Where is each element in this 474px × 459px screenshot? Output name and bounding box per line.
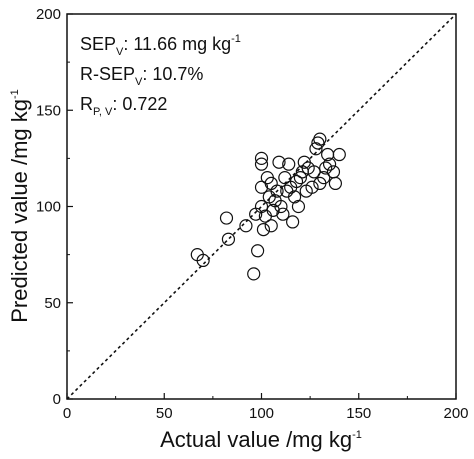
- data-point: [247, 267, 261, 281]
- data-point: [274, 199, 288, 214]
- data-point: [196, 253, 210, 267]
- data-point: [254, 199, 269, 214]
- data-point: [309, 142, 323, 156]
- identity-reference-line: [66, 13, 457, 400]
- stat-annotation: R-SEPV: 10.7%: [80, 64, 203, 88]
- data-point: [239, 219, 253, 233]
- data-point: [313, 132, 327, 146]
- data-point: [254, 151, 269, 165]
- x-tick-label: 50: [156, 405, 173, 422]
- data-point: [256, 223, 271, 237]
- data-point: [289, 174, 304, 189]
- data-point: [266, 203, 280, 217]
- y-tick-label: 200: [36, 6, 61, 23]
- data-point: [291, 199, 306, 214]
- x-tick-label: 150: [346, 405, 371, 422]
- data-point: [287, 190, 302, 204]
- data-point: [254, 157, 269, 171]
- x-tick-label: 200: [443, 405, 468, 422]
- data-point: [305, 180, 319, 194]
- y-tick-label: 0: [53, 391, 61, 408]
- data-point: [282, 157, 296, 171]
- data-point: [219, 211, 234, 225]
- data-point: [276, 207, 290, 221]
- y-axis-label: Predicted value /mg kg-1: [7, 89, 32, 323]
- data-point: [293, 171, 307, 185]
- data-point: [332, 147, 346, 162]
- data-point: [317, 171, 331, 185]
- x-tick-label: 100: [249, 405, 274, 422]
- data-point: [264, 219, 278, 233]
- y-tick-label: 100: [36, 199, 61, 216]
- data-points: [190, 132, 346, 281]
- data-point: [286, 215, 300, 229]
- data-point: [221, 232, 236, 246]
- x-axis-label: Actual value /mg kg-1: [160, 427, 362, 452]
- data-point: [270, 184, 284, 198]
- statistics-annotations: SEPV: 11.66 mg kg-1 R-SEPV: 10.7% RP, V: 0…: [80, 33, 241, 118]
- stat-annotation: SEPV: 11.66 mg kg-1: [80, 33, 241, 58]
- data-point: [307, 165, 321, 179]
- data-point: [272, 155, 286, 169]
- stat-annotation: RP, V: 0.722: [80, 94, 167, 118]
- y-tick-label: 150: [36, 102, 61, 119]
- data-point: [328, 176, 343, 190]
- y-tick-label: 50: [44, 295, 61, 312]
- axis-ticks: 0 50 100 150 200 0 50 100 150 200: [36, 6, 469, 422]
- data-point: [278, 171, 292, 185]
- data-point: [322, 157, 337, 171]
- x-tick-label: 0: [63, 405, 71, 422]
- data-point: [254, 180, 269, 194]
- data-point: [319, 161, 333, 175]
- data-point: [251, 244, 265, 258]
